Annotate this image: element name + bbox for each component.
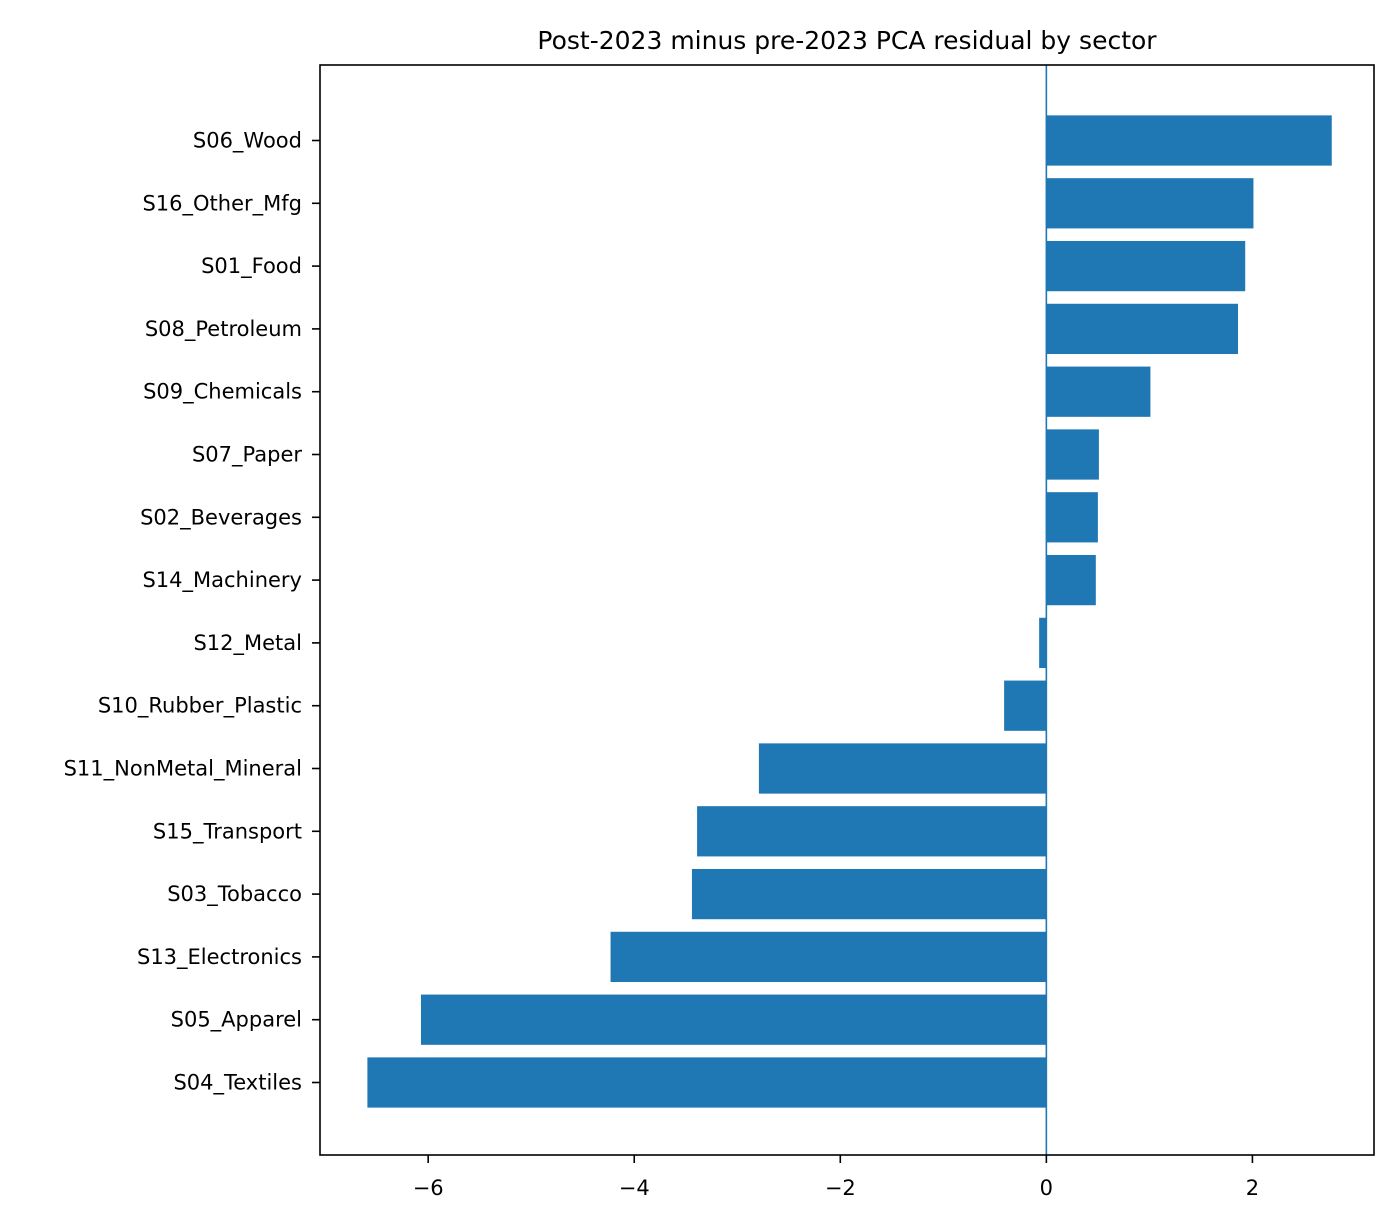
- y-tick-label: S16_Other_Mfg: [142, 191, 302, 216]
- bar: [1046, 366, 1151, 417]
- y-tick-label: S15_Transport: [153, 819, 302, 844]
- x-tick-label: −2: [825, 1176, 856, 1200]
- y-tick-label: S09_Chemicals: [143, 380, 302, 405]
- bar: [610, 931, 1047, 983]
- bar: [1046, 554, 1096, 606]
- bar: [1046, 429, 1099, 480]
- y-tick-label: S11_NonMetal_Mineral: [64, 757, 302, 782]
- y-tick-label: S06_Wood: [193, 129, 302, 154]
- bar: [1046, 178, 1254, 229]
- bar: [697, 806, 1047, 857]
- bar: [691, 868, 1047, 920]
- bar: [420, 994, 1047, 1045]
- bar: [1004, 680, 1047, 731]
- bar: [1046, 240, 1246, 292]
- x-axis: −6 −4 −2 0 2: [413, 1155, 1259, 1200]
- y-tick-label: S07_Paper: [192, 443, 302, 468]
- bar: [1046, 303, 1238, 355]
- bars-group: [367, 115, 1332, 1108]
- x-tick-label: 2: [1246, 1176, 1259, 1200]
- y-tick-label: S08_Petroleum: [145, 317, 302, 342]
- x-tick-label: 0: [1040, 1176, 1053, 1200]
- y-axis: S06_Wood S16_Other_Mfg S01_Food S08_Petrole…: [64, 129, 320, 1096]
- y-tick-label: S10_Rubber_Plastic: [98, 694, 302, 719]
- y-tick-label: S04_Textiles: [173, 1071, 302, 1096]
- bar: [1046, 115, 1332, 166]
- plot-frame: [319, 64, 1375, 1156]
- y-tick-label: S02_Beverages: [140, 505, 302, 530]
- bar: [758, 743, 1047, 794]
- y-tick-label: S05_Apparel: [171, 1008, 302, 1033]
- bar: [1046, 492, 1098, 543]
- y-tick-label: S14_Machinery: [142, 568, 302, 593]
- y-tick-label: S12_Metal: [193, 631, 302, 656]
- y-tick-label: S13_Electronics: [137, 945, 302, 970]
- x-tick-label: −6: [413, 1176, 444, 1200]
- y-tick-label: S01_Food: [201, 254, 302, 279]
- bar: [1039, 617, 1047, 669]
- chart-title: Post-2023 minus pre-2023 PCA residual by…: [537, 26, 1157, 55]
- x-tick-label: −4: [619, 1176, 650, 1200]
- y-tick-label: S03_Tobacco: [167, 882, 302, 907]
- bar: [367, 1057, 1047, 1108]
